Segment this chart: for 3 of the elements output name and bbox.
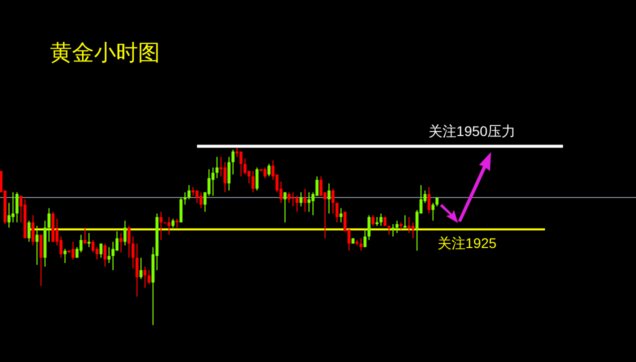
ref-line-label: 关注1925 — [437, 235, 497, 251]
ref-line-label: 关注1950压力 — [428, 123, 516, 139]
title: 黄金小时图 — [50, 40, 160, 65]
